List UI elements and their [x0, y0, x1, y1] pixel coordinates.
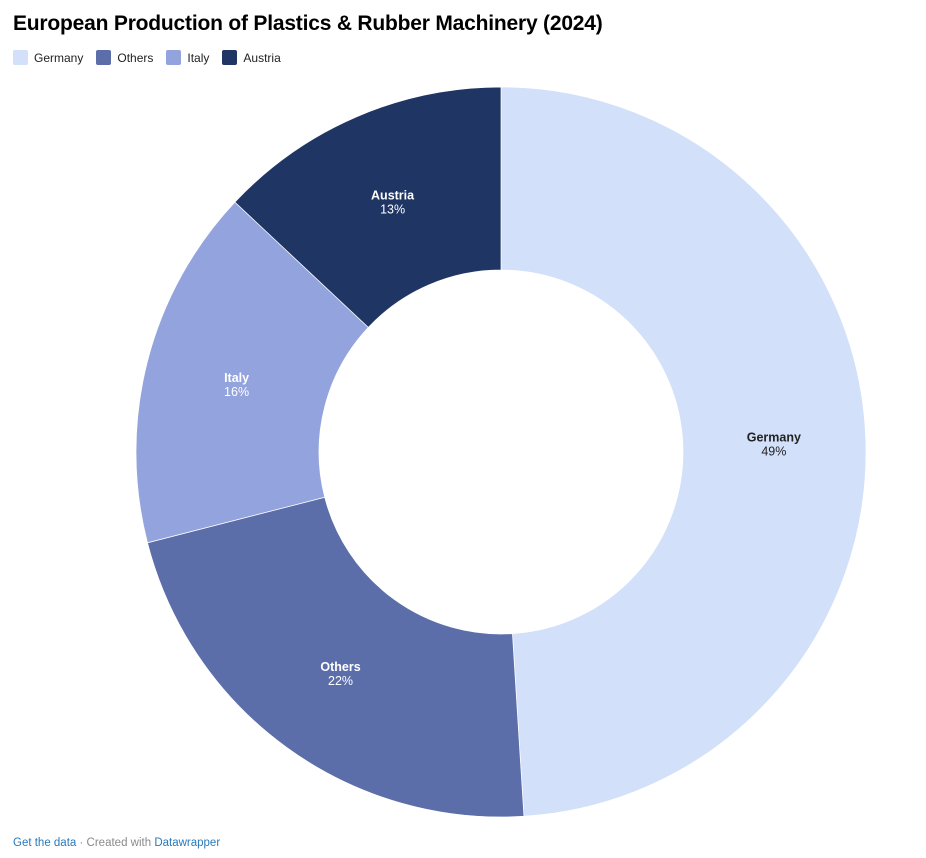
legend-item-austria: Austria: [222, 50, 281, 65]
legend-swatch: [96, 50, 112, 65]
legend-item-others: Others: [96, 50, 153, 65]
footer-separator: ·: [79, 837, 84, 849]
legend-label: Germany: [34, 50, 84, 65]
legend-label: Austria: [243, 50, 281, 65]
legend-swatch: [222, 50, 238, 65]
footer-created-with: Created with: [86, 837, 152, 849]
legend-swatch: [13, 50, 28, 65]
get-the-data-link[interactable]: Get the data: [13, 837, 77, 849]
segment-label-germany: Germany 49%: [747, 430, 801, 458]
segment-label-austria: Austria 13%: [371, 188, 415, 216]
donut-segment-germany[interactable]: [500, 86, 867, 817]
segment-label-others: Others 22%: [320, 660, 360, 688]
legend-label: Italy: [187, 50, 210, 65]
datawrapper-link[interactable]: Datawrapper: [154, 837, 221, 849]
footer: Get the data · Created with Datawrapper: [13, 837, 220, 849]
chart-title: European Production of Plastics & Rubber…: [13, 12, 603, 35]
legend-swatch: [166, 50, 182, 65]
donut-segment-austria[interactable]: [234, 86, 502, 328]
donut-segment-others[interactable]: [147, 496, 525, 818]
legend-item-germany: Germany: [13, 50, 83, 65]
segment-label-italy: Italy 16%: [224, 371, 249, 399]
legend: Germany Others Italy Austria: [13, 50, 281, 65]
donut-segment-italy[interactable]: [135, 201, 369, 544]
legend-label: Others: [117, 50, 154, 65]
legend-item-italy: Italy: [166, 50, 209, 65]
